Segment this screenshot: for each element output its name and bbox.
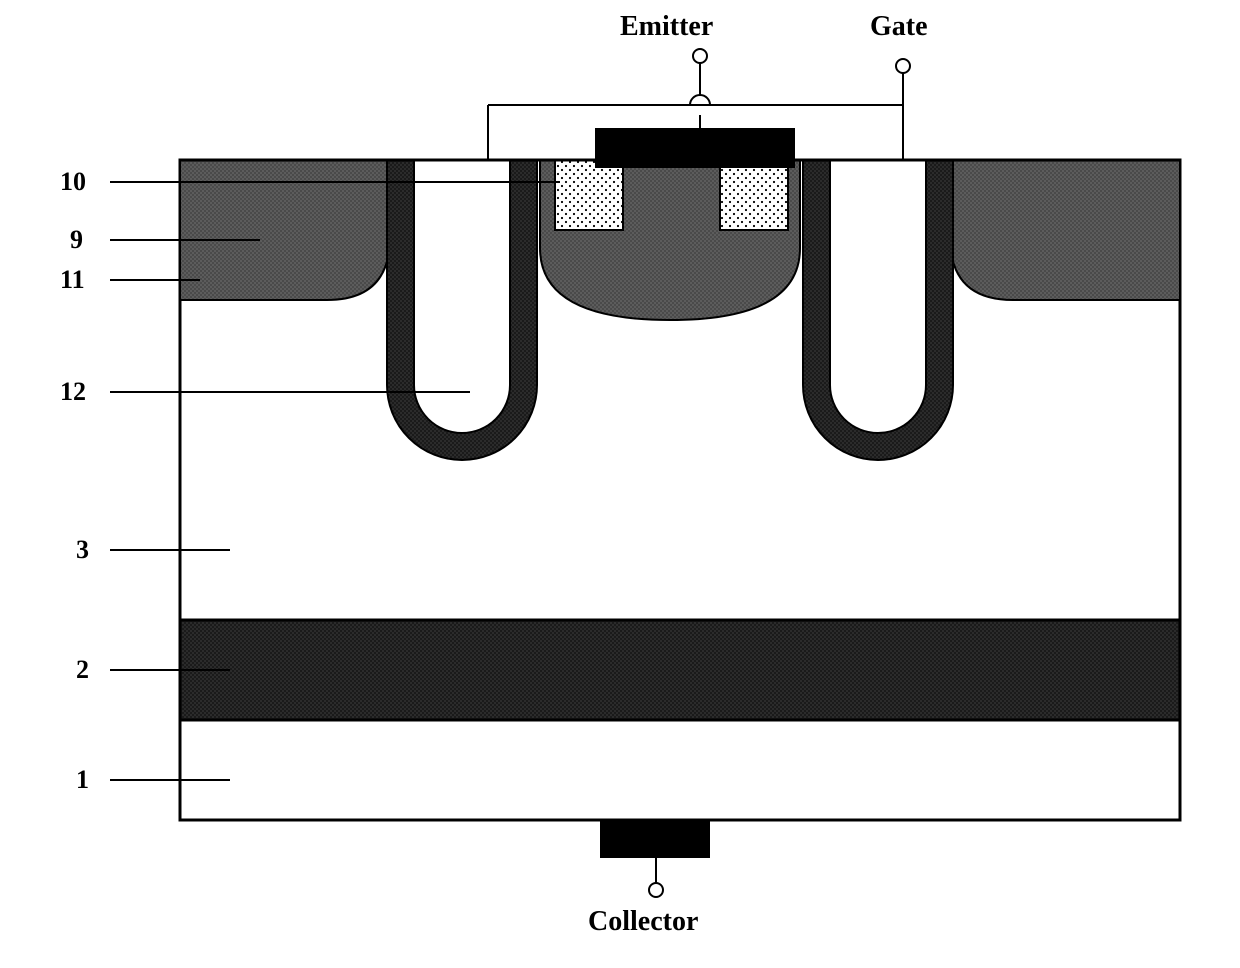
layer-1: [180, 720, 1180, 820]
diagram-canvas: Emitter Gate Collector 10 9 11 12 3 2 1: [0, 0, 1240, 968]
collector-terminal-node: [649, 883, 663, 897]
callout-number-1: 1: [76, 765, 89, 794]
emitter-metal: [595, 128, 795, 168]
collector-metal: [600, 820, 710, 858]
callout-number-3: 3: [76, 535, 89, 564]
callout-number-2: 2: [76, 655, 89, 684]
gate-terminal-node: [896, 59, 910, 73]
p-well-right: [950, 160, 1180, 300]
emitter-label: Emitter: [620, 11, 713, 42]
gate-label: Gate: [870, 11, 928, 42]
emitter-terminal-node: [693, 49, 707, 63]
emitter-wire-hop: [690, 95, 710, 105]
source-region-right: [720, 160, 788, 230]
trench-right-poly: [830, 160, 926, 433]
diagram-svg: Emitter Gate Collector 10 9 11 12 3 2 1: [0, 0, 1240, 968]
callout-number-9: 9: [70, 225, 83, 254]
callout-number-12: 12: [60, 377, 86, 406]
layer-2: [180, 620, 1180, 720]
callout-number-11: 11: [60, 265, 85, 294]
collector-label: Collector: [588, 906, 698, 937]
callout-number-10: 10: [60, 167, 86, 196]
source-region-left: [555, 160, 623, 230]
